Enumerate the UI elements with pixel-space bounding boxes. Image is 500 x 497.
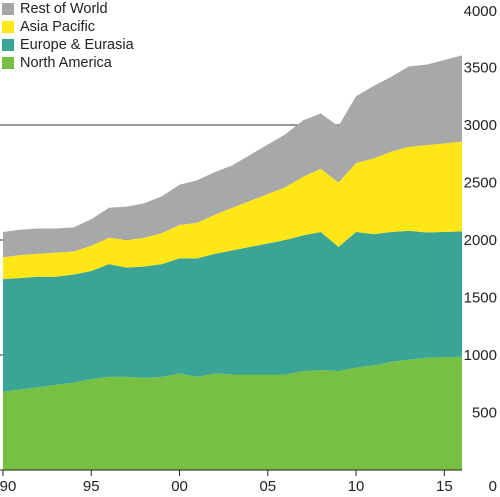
y-tick-label: 3500 [464,60,497,77]
x-axis-ticks: 90 95 00 05 10 15 [0,470,453,495]
legend-swatch [2,21,14,33]
legend-item: Rest of World [2,0,134,18]
x-tick-label: 15 [436,478,453,495]
x-tick-label: 90 [0,478,16,495]
area-europe-eurasia [3,230,462,392]
legend-swatch [2,39,14,51]
legend-label: Europe & Eurasia [20,37,134,53]
area-asia-pacific [3,141,462,280]
legend-item: Asia Pacific [2,18,134,36]
y-tick-label: 3000 [464,117,497,134]
x-tick-label: 95 [83,478,100,495]
legend: Rest of World Asia Pacific Europe & Eurasi… [2,0,134,72]
x-tick-label: 05 [259,478,276,495]
legend-label: Rest of World [20,1,108,17]
y-tick-label: 4000 [464,3,497,20]
y-tick-label: 1500 [464,290,497,307]
y-tick-label: 2000 [464,232,497,249]
stacked-areas [3,55,462,470]
y-tick-label: 1000 [464,347,497,364]
area-north-america [3,356,462,470]
x-tick-label: 00 [171,478,188,495]
y-tick-label: 500 [472,405,497,422]
y-tick-label: 0 [489,478,497,495]
legend-swatch [2,57,14,69]
legend-label: Asia Pacific [20,19,95,35]
legend-item: North America [2,54,134,72]
legend-label: North America [20,55,112,71]
legend-swatch [2,3,14,15]
area-rest-of-world [3,55,462,258]
x-tick-label: 10 [348,478,365,495]
y-axis-ticks: 0 500 1000 1500 2000 2500 3000 3500 4000 [464,3,497,495]
y-tick-label: 2500 [464,175,497,192]
legend-item: Europe & Eurasia [2,36,134,54]
